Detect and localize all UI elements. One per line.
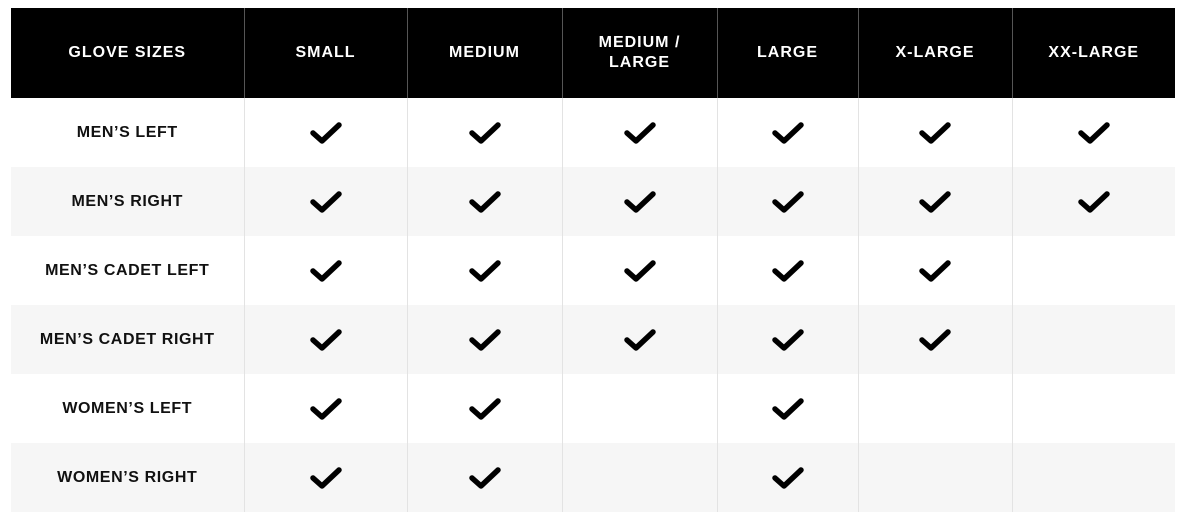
header-medium: MEDIUM bbox=[406, 8, 562, 98]
availability-cell bbox=[857, 98, 1012, 167]
table-row: MEN’S RIGHT bbox=[11, 167, 1175, 236]
header-glove-sizes: GLOVE SIZES bbox=[11, 8, 244, 98]
table-row: WOMEN’S LEFT bbox=[11, 374, 1175, 443]
availability-cell bbox=[406, 98, 562, 167]
checkmark-icon bbox=[1078, 121, 1110, 144]
availability-cell bbox=[243, 443, 407, 512]
checkmark-icon bbox=[771, 190, 804, 213]
availability-cell bbox=[561, 236, 717, 305]
checkmark-icon bbox=[919, 328, 951, 351]
row-label: MEN’S CADET LEFT bbox=[45, 261, 210, 279]
availability-cell bbox=[716, 236, 858, 305]
row-label: MEN’S RIGHT bbox=[11, 167, 244, 236]
availability-cell bbox=[716, 443, 858, 512]
checkmark-icon bbox=[623, 190, 656, 213]
checkmark-icon bbox=[468, 121, 501, 144]
availability-cell bbox=[243, 374, 407, 443]
availability-cell bbox=[243, 305, 407, 374]
row-label: MEN’S LEFT bbox=[76, 123, 178, 141]
availability-cell bbox=[406, 236, 562, 305]
availability-cell bbox=[1011, 167, 1175, 236]
availability-cell bbox=[716, 374, 858, 443]
row-label: WOMEN’S RIGHT bbox=[11, 443, 244, 512]
availability-cell bbox=[716, 305, 858, 374]
availability-cell bbox=[857, 305, 1012, 374]
availability-cell bbox=[561, 167, 717, 236]
checkmark-icon bbox=[468, 466, 501, 489]
checkmark-icon bbox=[309, 328, 342, 351]
availability-cell bbox=[716, 98, 858, 167]
header-x-large: X-LARGE bbox=[857, 8, 1012, 98]
header-medium-large: MEDIUM / LARGE bbox=[561, 8, 717, 98]
checkmark-icon bbox=[468, 190, 501, 213]
checkmark-icon bbox=[468, 328, 501, 351]
availability-cell bbox=[1011, 374, 1175, 443]
row-label: WOMEN’S LEFT bbox=[62, 399, 193, 417]
checkmark-icon bbox=[309, 397, 342, 420]
availability-cell bbox=[243, 98, 407, 167]
availability-cell bbox=[243, 167, 407, 236]
header-row: GLOVE SIZES SMALL MEDIUM MEDIUM / LARGE … bbox=[11, 8, 1175, 98]
availability-cell bbox=[857, 443, 1012, 512]
availability-cell bbox=[243, 236, 407, 305]
header-large: LARGE bbox=[716, 8, 858, 98]
table-row: MEN’S CADET RIGHT bbox=[11, 305, 1175, 374]
checkmark-icon bbox=[1078, 190, 1110, 213]
row-label: MEN’S CADET RIGHT bbox=[11, 305, 244, 374]
table-row: MEN’S LEFT bbox=[11, 98, 1175, 167]
checkmark-icon bbox=[468, 397, 501, 420]
checkmark-icon bbox=[771, 466, 804, 489]
checkmark-icon bbox=[919, 121, 951, 144]
availability-cell bbox=[406, 305, 562, 374]
checkmark-icon bbox=[919, 190, 951, 213]
availability-cell bbox=[561, 98, 717, 167]
checkmark-icon bbox=[468, 259, 501, 282]
availability-cell bbox=[1011, 443, 1175, 512]
availability-cell bbox=[406, 374, 562, 443]
checkmark-icon bbox=[623, 121, 656, 144]
checkmark-icon bbox=[771, 259, 804, 282]
availability-cell bbox=[1011, 236, 1175, 305]
header-small: SMALL bbox=[243, 8, 407, 98]
availability-cell bbox=[406, 443, 562, 512]
availability-cell bbox=[857, 374, 1012, 443]
glove-size-chart: GLOVE SIZES SMALL MEDIUM MEDIUM / LARGE … bbox=[11, 8, 1175, 512]
checkmark-icon bbox=[309, 121, 342, 144]
availability-cell bbox=[1011, 98, 1175, 167]
table-row: MEN’S CADET LEFT bbox=[11, 236, 1175, 305]
table-row: WOMEN’S RIGHT bbox=[11, 443, 1175, 512]
availability-cell bbox=[857, 236, 1012, 305]
availability-cell bbox=[716, 167, 858, 236]
availability-cell bbox=[1011, 305, 1175, 374]
checkmark-icon bbox=[623, 328, 656, 351]
availability-cell bbox=[561, 305, 717, 374]
availability-cell bbox=[561, 374, 717, 443]
availability-cell bbox=[406, 167, 562, 236]
checkmark-icon bbox=[309, 259, 342, 282]
availability-cell bbox=[857, 167, 1012, 236]
checkmark-icon bbox=[771, 328, 804, 351]
checkmark-icon bbox=[771, 121, 804, 144]
checkmark-icon bbox=[919, 259, 951, 282]
checkmark-icon bbox=[309, 190, 342, 213]
checkmark-icon bbox=[771, 397, 804, 420]
checkmark-icon bbox=[623, 259, 656, 282]
availability-cell bbox=[561, 443, 717, 512]
checkmark-icon bbox=[309, 466, 342, 489]
header-xx-large: XX-LARGE bbox=[1011, 8, 1175, 98]
